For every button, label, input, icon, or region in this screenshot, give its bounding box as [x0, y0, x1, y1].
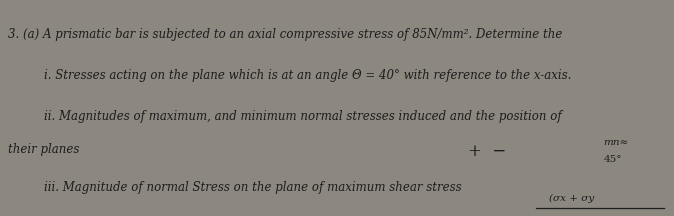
Text: ii. Magnitudes of maximum, and minimum normal stresses induced and the position : ii. Magnitudes of maximum, and minimum n…: [44, 110, 561, 123]
Text: 3. (a) A prismatic bar is subjected to an axial compressive stress of 85N/mm². D: 3. (a) A prismatic bar is subjected to a…: [8, 28, 563, 41]
Text: iii. Magnitude of normal Stress on the plane of maximum shear stress: iii. Magnitude of normal Stress on the p…: [44, 181, 462, 194]
Text: their planes: their planes: [8, 143, 80, 156]
Text: 45°: 45°: [603, 155, 621, 164]
Text: +  −: + −: [468, 143, 507, 160]
Text: i. Stresses acting on the plane which is at an angle Θ = 40° with reference to t: i. Stresses acting on the plane which is…: [44, 69, 571, 82]
Text: (σx + σy: (σx + σy: [549, 194, 594, 203]
Text: mn≈: mn≈: [603, 138, 628, 147]
